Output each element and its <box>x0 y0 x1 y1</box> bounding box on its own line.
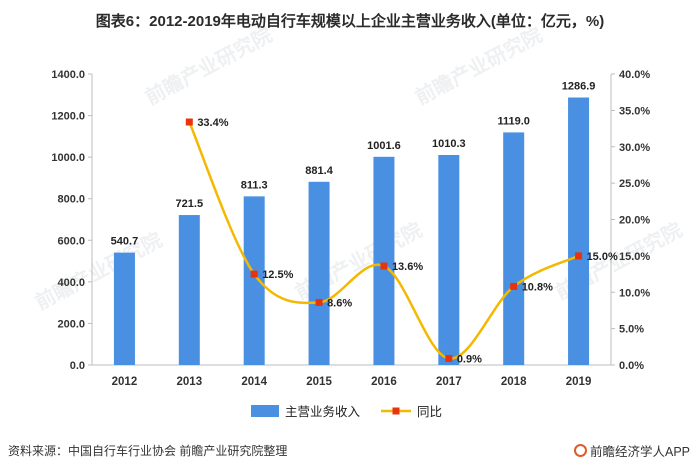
y-right-tick-label: 25.0% <box>619 178 650 190</box>
bar-value-label: 1119.0 <box>497 115 529 127</box>
bar-value-label: 540.7 <box>111 236 139 248</box>
x-tick-label: 2012 <box>112 376 138 388</box>
y-left-tick-label: 1400.0 <box>51 69 85 81</box>
bar-value-label: 1286.9 <box>562 81 596 93</box>
y-left-tick-label: 600.0 <box>57 235 85 247</box>
watermark-text: 前瞻产业研究院 <box>411 22 546 109</box>
line-value-label: 0.9% <box>457 353 482 365</box>
source-note: 资料来源：中国自行车行业协会 前瞻产业研究院整理 <box>8 444 288 458</box>
bar-value-label: 721.5 <box>176 198 204 210</box>
bar-value-labels: 540.7 721.5 811.3 881.4 1001.6 1010.3 1119.0 12… <box>111 81 596 248</box>
y-left-tick-label: 0.0 <box>70 360 85 372</box>
line-value-label: 8.6% <box>327 297 352 309</box>
y-left-tick-label: 200.0 <box>57 318 85 330</box>
legend-line-label: 同比 <box>417 405 442 419</box>
axes: 0.0 200.0 400.0 600.0 800.0 1000.0 1200.0 1400.… <box>51 69 650 388</box>
bar-value-label: 881.4 <box>305 165 333 177</box>
bar <box>178 215 200 365</box>
y-right-tick-label: 20.0% <box>619 215 650 227</box>
x-tick-label: 2018 <box>501 376 527 388</box>
y-right-tick-label: 40.0% <box>619 69 650 81</box>
brand-logo-icon <box>573 444 587 457</box>
x-tick-label: 2015 <box>306 376 332 388</box>
bar <box>568 97 590 366</box>
line-point-marker <box>575 252 583 260</box>
brand-credit: 前瞻经济学人APP <box>573 441 690 460</box>
watermark-text: 前瞻产业研究院 <box>31 227 166 314</box>
x-tick-label: 2019 <box>566 376 592 388</box>
y-right-tick-label: 0.0% <box>619 360 644 372</box>
legend-bar-label: 主营业务收入 <box>285 404 361 419</box>
x-tick-label: 2013 <box>177 376 203 388</box>
y-left-tick-label: 800.0 <box>57 194 85 206</box>
line-point-marker <box>315 298 323 306</box>
y-right-tick-label: 35.0% <box>619 105 650 117</box>
line-point-marker <box>510 282 518 290</box>
x-tick-label: 2017 <box>436 376 462 388</box>
y-left-tick-label: 1000.0 <box>51 152 85 164</box>
bar <box>438 155 460 365</box>
bar-series <box>113 97 590 366</box>
line-point-marker <box>250 270 258 278</box>
y-right-tick-label: 30.0% <box>619 142 650 154</box>
line-series: 33.4% 12.5% 8.6% 13.6% 0.9% 10.8% 15.0% <box>185 117 618 365</box>
bar <box>113 252 135 365</box>
chart-title: 图表6：2012-2019年电动自行车规模以上企业主营业务收入(单位：亿元，%) <box>95 13 605 30</box>
y-left-tick-label: 1200.0 <box>51 111 85 123</box>
x-tick-label: 2014 <box>241 376 267 388</box>
bar-value-label: 1001.6 <box>367 140 401 152</box>
bar <box>503 132 525 365</box>
bar-value-label: 1010.3 <box>432 138 466 150</box>
y-right-tick-label: 10.0% <box>619 287 650 299</box>
line-value-label: 13.6% <box>392 261 423 273</box>
y-right-tick-label: 15.0% <box>619 251 650 263</box>
y-right-tick-label: 5.0% <box>619 324 644 336</box>
legend: 主营业务收入 同比 <box>251 404 442 419</box>
line-point-marker <box>380 262 388 270</box>
line-value-label: 33.4% <box>197 117 228 129</box>
y-left-tick-label: 400.0 <box>57 277 85 289</box>
line-point-marker <box>185 118 193 126</box>
watermark-text: 前瞻产业研究院 <box>141 22 276 109</box>
bar <box>373 156 395 365</box>
bar <box>243 196 265 365</box>
x-tick-label: 2016 <box>371 376 397 388</box>
line-value-label: 12.5% <box>262 269 293 281</box>
legend-line-marker <box>392 407 400 415</box>
line-point-marker <box>445 354 453 362</box>
line-value-label: 10.8% <box>522 281 553 293</box>
brand-name: 前瞻经济学人APP <box>589 445 690 459</box>
bar <box>308 181 330 365</box>
bar-value-label: 811.3 <box>241 179 268 191</box>
line-value-label: 15.0% <box>587 251 618 263</box>
legend-bar-swatch <box>251 405 279 417</box>
